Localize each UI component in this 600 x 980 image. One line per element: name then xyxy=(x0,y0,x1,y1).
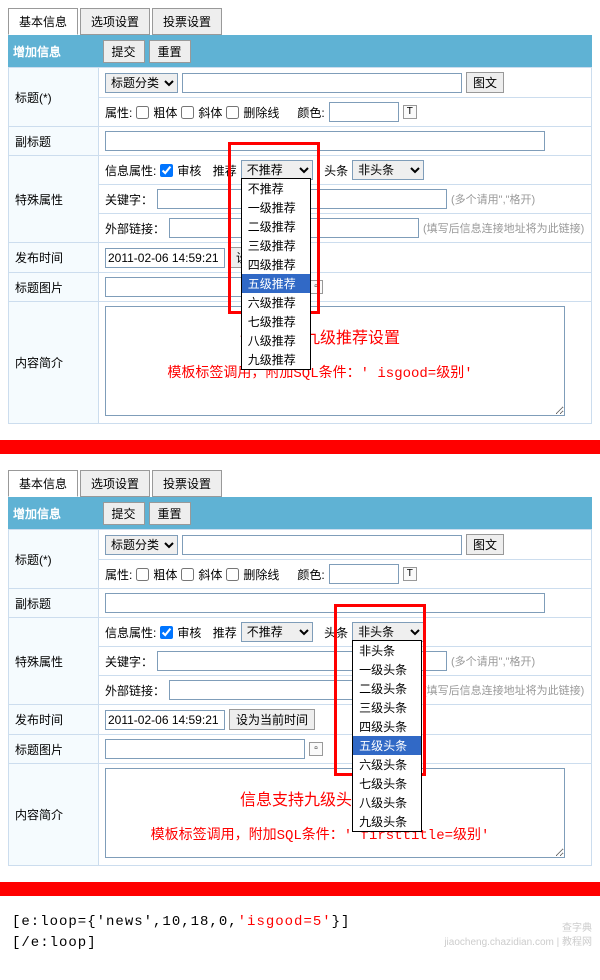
subtitle-input[interactable] xyxy=(105,131,545,151)
divider-1 xyxy=(0,440,600,454)
tab-vote[interactable]: 投票设置 xyxy=(152,8,222,35)
image-icon-2[interactable]: ▫ xyxy=(309,742,323,756)
headline-select[interactable]: 非头条 xyxy=(352,160,424,180)
tab-basic[interactable]: 基本信息 xyxy=(8,8,78,35)
dropdown-item[interactable]: 三级头条 xyxy=(353,698,421,717)
section-title: 增加信息 xyxy=(9,36,99,68)
attr-label: 属性: xyxy=(105,104,132,121)
strike-checkbox[interactable] xyxy=(226,106,239,119)
dropdown-item[interactable]: 六级推荐 xyxy=(242,293,310,312)
dropdown-item[interactable]: 一级推荐 xyxy=(242,198,310,217)
dropdown-item[interactable]: 三级推荐 xyxy=(242,236,310,255)
dropdown-item[interactable]: 九级推荐 xyxy=(242,350,310,369)
subtitle-input-2[interactable] xyxy=(105,593,545,613)
recommend-select[interactable]: 不推荐 xyxy=(241,160,313,180)
tab-vote-2[interactable]: 投票设置 xyxy=(152,470,222,497)
dropdown-item[interactable]: 九级头条 xyxy=(353,812,421,831)
audit-checkbox[interactable] xyxy=(160,164,173,177)
pubtime-input[interactable] xyxy=(105,248,225,268)
dropdown-item[interactable]: 五级推荐 xyxy=(242,274,310,293)
label-subtitle: 副标题 xyxy=(9,127,99,156)
color-picker-icon-2[interactable]: T xyxy=(403,567,417,581)
divider-2 xyxy=(0,882,600,896)
annotation-2: 信息支持九级头条设置 模板标签调用，附加SQL条件：' firsttitle=级… xyxy=(60,780,580,850)
dropdown-item[interactable]: 七级推荐 xyxy=(242,312,310,331)
title-input[interactable] xyxy=(182,73,462,93)
dropdown-item[interactable]: 一级头条 xyxy=(353,660,421,679)
dropdown-item[interactable]: 四级头条 xyxy=(353,717,421,736)
watermark-2: jiaocheng.chazidian.com | 教程网 xyxy=(444,933,592,948)
tab-basic-2[interactable]: 基本信息 xyxy=(8,470,78,497)
dropdown-item[interactable]: 二级头条 xyxy=(353,679,421,698)
dropdown-item[interactable]: 不推荐 xyxy=(242,179,310,198)
dropdown-item[interactable]: 六级头条 xyxy=(353,755,421,774)
image-icon[interactable]: ▫ xyxy=(309,280,323,294)
extlink-hint: (填写后信息连接地址将为此链接) xyxy=(423,220,584,236)
setnow-button-2[interactable]: 设为当前时间 xyxy=(229,709,315,730)
title-input-2[interactable] xyxy=(182,535,462,555)
recommend-select-2[interactable]: 不推荐 xyxy=(241,622,313,642)
label-titlepic: 标题图片 xyxy=(9,273,99,302)
category-select[interactable]: 标题分类 xyxy=(105,73,178,93)
dropdown-item[interactable]: 四级推荐 xyxy=(242,255,310,274)
headline-select-2[interactable]: 非头条 xyxy=(352,622,424,642)
recommend-dropdown[interactable]: 不推荐一级推荐二级推荐三级推荐四级推荐五级推荐六级推荐七级推荐八级推荐九级推荐 xyxy=(241,178,311,370)
color-picker-icon[interactable]: T xyxy=(403,105,417,119)
category-select-2[interactable]: 标题分类 xyxy=(105,535,178,555)
submit-button[interactable]: 提交 xyxy=(103,40,145,63)
color-input[interactable] xyxy=(329,102,399,122)
headline-dropdown[interactable]: 非头条一级头条二级头条三级头条四级头条五级头条六级头条七级头条八级头条九级头条 xyxy=(352,640,422,832)
bold-checkbox[interactable] xyxy=(136,106,149,119)
tab-options-2[interactable]: 选项设置 xyxy=(80,470,150,497)
label-pubtime: 发布时间 xyxy=(9,243,99,273)
italic-checkbox[interactable] xyxy=(181,106,194,119)
submit-button-2[interactable]: 提交 xyxy=(103,502,145,525)
label-title: 标题(*) xyxy=(9,68,99,127)
dropdown-item[interactable]: 五级头条 xyxy=(353,736,421,755)
tabs-2: 基本信息 选项设置 投票设置 xyxy=(8,470,592,497)
watermark: 查字典 xyxy=(562,919,592,934)
pubtime-input-2[interactable] xyxy=(105,710,225,730)
tuwen-button[interactable]: 图文 xyxy=(466,72,504,93)
reset-button[interactable]: 重置 xyxy=(149,40,191,63)
tab-options[interactable]: 选项设置 xyxy=(80,8,150,35)
dropdown-item[interactable]: 七级头条 xyxy=(353,774,421,793)
section-header: 增加信息 提交 重置 xyxy=(9,36,592,68)
color-label: 颜色: xyxy=(297,104,324,121)
dropdown-item[interactable]: 八级头条 xyxy=(353,793,421,812)
label-special: 特殊属性 xyxy=(9,156,99,243)
keyword-hint: (多个请用","格开) xyxy=(451,191,535,207)
dropdown-item[interactable]: 八级推荐 xyxy=(242,331,310,350)
reset-button-2[interactable]: 重置 xyxy=(149,502,191,525)
tabs: 基本信息 选项设置 投票设置 xyxy=(8,8,592,35)
dropdown-item[interactable]: 二级推荐 xyxy=(242,217,310,236)
tuwen-button-2[interactable]: 图文 xyxy=(466,534,504,555)
annotation-1: 信息支持九级推荐设置 模板标签调用，附加SQL条件：' isgood=级别' xyxy=(60,318,580,388)
dropdown-item[interactable]: 非头条 xyxy=(353,641,421,660)
